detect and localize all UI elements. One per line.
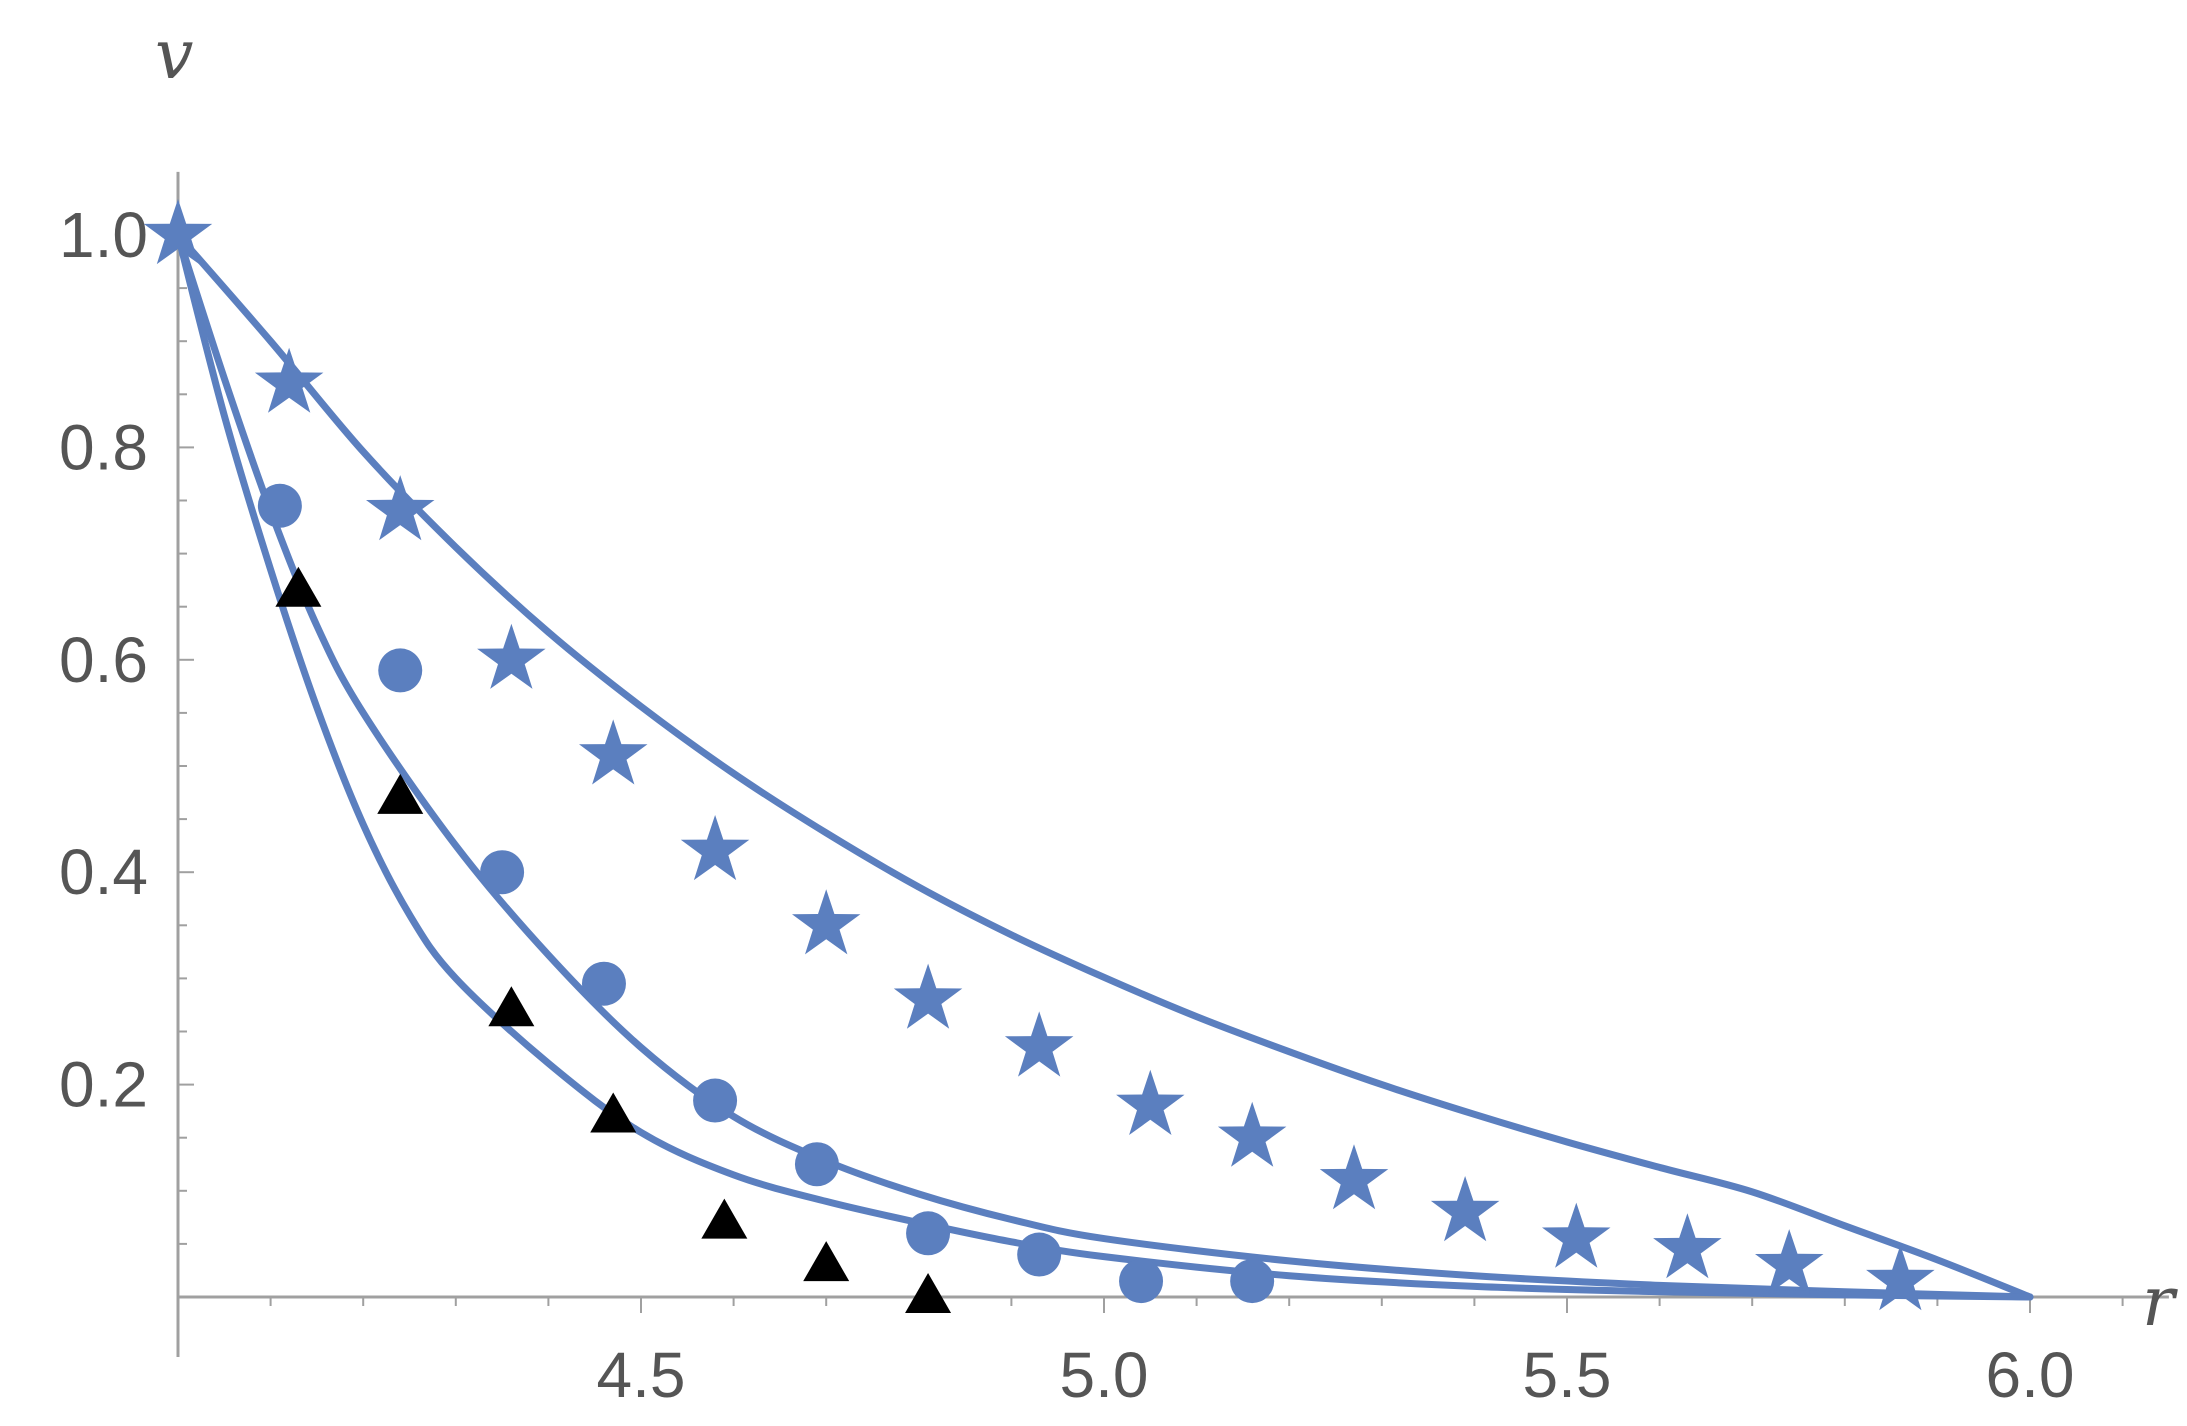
star-point <box>893 963 963 1029</box>
x-tick-label: 5.5 <box>1523 1339 1612 1411</box>
x-tick-label: 6.0 <box>1986 1339 2075 1411</box>
circle-point <box>1119 1259 1164 1304</box>
star-point <box>680 815 750 881</box>
y-tick-label: 0.8 <box>59 411 148 483</box>
star-point <box>366 475 435 541</box>
triangle-point <box>275 566 322 607</box>
circle-point <box>378 648 423 693</box>
star-point <box>1116 1069 1185 1135</box>
circle-point <box>1017 1232 1062 1277</box>
star-point <box>1004 1011 1074 1077</box>
star-point <box>1217 1101 1287 1167</box>
data-markers <box>143 199 1935 1313</box>
triangle-point <box>905 1273 952 1313</box>
circle-point <box>480 850 525 895</box>
y-axis-label: v <box>155 16 193 95</box>
star-point <box>1866 1245 1935 1311</box>
axes: 4.5 5.0 5.5 6.0 0.2 0.4 0.6 0.8 1.0 <box>59 171 2169 1411</box>
circle-point <box>906 1211 951 1256</box>
y-tick-label: 0.2 <box>59 1049 148 1121</box>
circle-point <box>257 483 302 528</box>
star-point <box>1430 1176 1500 1242</box>
star-point <box>1319 1144 1389 1210</box>
triangle-point <box>803 1241 850 1282</box>
axis-labels: v r <box>155 16 2178 1342</box>
triangle-point <box>488 986 535 1027</box>
circle-point <box>581 961 626 1006</box>
fitted-curves <box>174 231 2034 1301</box>
star-point <box>1653 1213 1722 1279</box>
y-tick-label: 0.4 <box>59 836 148 908</box>
triangle-point <box>590 1092 637 1133</box>
x-tick-label: 5.0 <box>1060 1339 1149 1411</box>
star-point <box>1755 1229 1824 1295</box>
star-point <box>254 347 324 413</box>
triangle-point <box>377 773 424 814</box>
x-tick-label: 4.5 <box>597 1339 686 1411</box>
curve-line-3 <box>174 231 2034 1301</box>
x-axis-label: r <box>2142 1263 2178 1342</box>
circle-point <box>693 1078 738 1123</box>
star-point <box>143 199 213 265</box>
star-point <box>792 889 861 955</box>
curve-line-1 <box>174 231 2034 1301</box>
circle-point <box>1230 1259 1275 1304</box>
triangle-point <box>701 1198 748 1239</box>
star-point <box>579 719 648 785</box>
star-point <box>1542 1202 1611 1268</box>
circle-point <box>794 1142 839 1187</box>
curve-line-2 <box>174 231 2034 1301</box>
y-tick-label: 0.6 <box>59 624 148 696</box>
y-tick-label: 1.0 <box>59 199 148 271</box>
star-point <box>477 623 546 689</box>
